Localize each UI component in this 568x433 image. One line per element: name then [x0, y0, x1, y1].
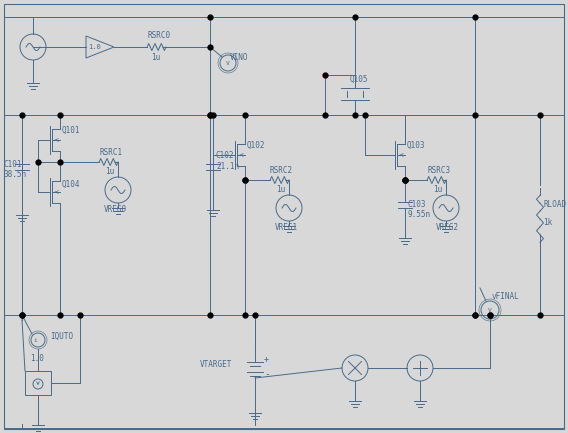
- Text: V: V: [226, 61, 230, 66]
- Text: vFINAL: vFINAL: [492, 292, 520, 301]
- Text: Q105: Q105: [350, 75, 369, 84]
- Text: Q101: Q101: [62, 126, 81, 135]
- Text: 21.1n: 21.1n: [216, 162, 239, 171]
- Text: IQUTO: IQUTO: [50, 332, 73, 341]
- Text: 1u: 1u: [151, 53, 160, 62]
- Text: RSRC2: RSRC2: [270, 166, 293, 175]
- Text: VTARGET: VTARGET: [200, 360, 232, 369]
- Text: VREG2: VREG2: [436, 223, 459, 232]
- Text: 38.5n: 38.5n: [4, 170, 27, 179]
- Text: 1u: 1u: [105, 167, 114, 176]
- Text: C102: C102: [216, 151, 235, 160]
- Text: +: +: [264, 355, 269, 365]
- Text: 9.55n: 9.55n: [408, 210, 431, 219]
- Text: 1.0: 1.0: [89, 44, 101, 50]
- Text: Q104: Q104: [62, 180, 81, 189]
- Text: V: V: [488, 308, 492, 313]
- Text: i: i: [33, 339, 37, 343]
- Text: 1.0: 1.0: [30, 354, 44, 363]
- Text: Q103: Q103: [407, 141, 425, 150]
- Text: C103: C103: [408, 200, 427, 209]
- Text: VREG1: VREG1: [275, 223, 298, 232]
- Text: RSRC1: RSRC1: [99, 148, 122, 157]
- Text: VINO: VINO: [230, 53, 249, 62]
- Text: RLOAD: RLOAD: [543, 200, 566, 209]
- Text: 1u: 1u: [433, 185, 442, 194]
- Text: 1u: 1u: [276, 185, 285, 194]
- Text: -: -: [264, 369, 270, 379]
- Bar: [25, 371, 51, 395]
- Text: VREG0: VREG0: [104, 205, 127, 214]
- Text: RSRC0: RSRC0: [147, 31, 170, 40]
- Text: C101: C101: [4, 160, 23, 169]
- Text: Q102: Q102: [247, 141, 265, 150]
- Text: RSRC3: RSRC3: [427, 166, 450, 175]
- Text: 1k: 1k: [543, 218, 552, 227]
